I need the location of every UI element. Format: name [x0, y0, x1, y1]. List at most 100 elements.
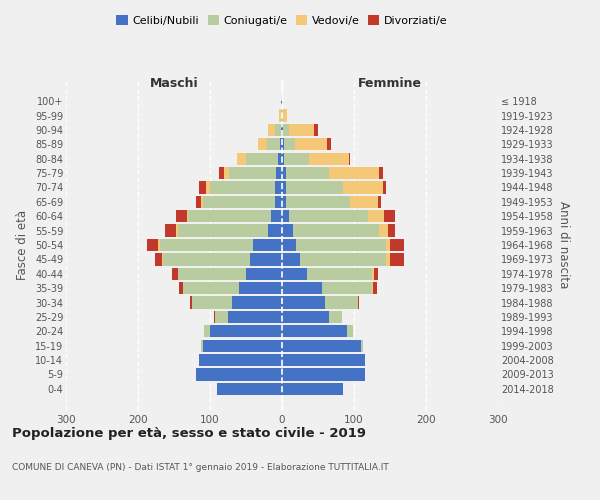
- Bar: [204, 325, 210, 338]
- Bar: [163, 254, 250, 266]
- Bar: [282, 239, 296, 251]
- Bar: [282, 182, 286, 194]
- Bar: [267, 138, 280, 150]
- Bar: [383, 182, 386, 194]
- Bar: [284, 152, 310, 165]
- Bar: [390, 254, 404, 266]
- Bar: [282, 340, 361, 352]
- Bar: [199, 182, 206, 194]
- Bar: [217, 383, 282, 395]
- Bar: [282, 268, 307, 280]
- Bar: [192, 296, 232, 308]
- Bar: [282, 124, 283, 136]
- Bar: [282, 110, 283, 122]
- Bar: [228, 311, 282, 323]
- Bar: [280, 138, 282, 150]
- Bar: [203, 340, 282, 352]
- Bar: [220, 167, 224, 179]
- Bar: [374, 268, 378, 280]
- Bar: [179, 282, 182, 294]
- Bar: [384, 210, 395, 222]
- Bar: [166, 224, 176, 236]
- Bar: [293, 224, 379, 236]
- Bar: [373, 282, 377, 294]
- Bar: [282, 354, 365, 366]
- Bar: [224, 167, 229, 179]
- Bar: [182, 282, 239, 294]
- Bar: [276, 167, 282, 179]
- Bar: [206, 182, 210, 194]
- Bar: [388, 224, 395, 236]
- Bar: [190, 296, 192, 308]
- Bar: [282, 152, 284, 165]
- Bar: [239, 282, 282, 294]
- Bar: [282, 311, 329, 323]
- Bar: [203, 196, 275, 208]
- Bar: [296, 239, 386, 251]
- Bar: [158, 239, 160, 251]
- Bar: [210, 182, 275, 194]
- Bar: [178, 224, 268, 236]
- Bar: [253, 239, 282, 251]
- Bar: [188, 210, 271, 222]
- Bar: [329, 311, 342, 323]
- Bar: [229, 167, 276, 179]
- Bar: [178, 268, 246, 280]
- Text: Femmine: Femmine: [358, 76, 422, 90]
- Bar: [246, 268, 282, 280]
- Bar: [350, 196, 378, 208]
- Bar: [300, 254, 386, 266]
- Bar: [379, 224, 388, 236]
- Bar: [200, 340, 203, 352]
- Bar: [275, 124, 281, 136]
- Text: Maschi: Maschi: [149, 76, 199, 90]
- Y-axis label: Fasce di età: Fasce di età: [16, 210, 29, 280]
- Bar: [275, 196, 282, 208]
- Bar: [282, 325, 347, 338]
- Bar: [289, 210, 368, 222]
- Bar: [347, 325, 353, 338]
- Bar: [372, 268, 374, 280]
- Bar: [283, 110, 287, 122]
- Bar: [275, 182, 282, 194]
- Bar: [328, 138, 331, 150]
- Bar: [329, 167, 379, 179]
- Text: Popolazione per età, sesso e stato civile - 2019: Popolazione per età, sesso e stato civil…: [12, 428, 366, 440]
- Legend: Celibi/Nubili, Coniugati/e, Vedovi/e, Divorziati/e: Celibi/Nubili, Coniugati/e, Vedovi/e, Di…: [112, 10, 452, 30]
- Bar: [310, 152, 349, 165]
- Bar: [372, 282, 373, 294]
- Bar: [172, 268, 178, 280]
- Bar: [358, 296, 359, 308]
- Bar: [200, 196, 203, 208]
- Bar: [286, 182, 343, 194]
- Bar: [238, 152, 246, 165]
- Bar: [282, 254, 300, 266]
- Bar: [279, 110, 281, 122]
- Bar: [282, 138, 284, 150]
- Bar: [349, 152, 350, 165]
- Bar: [187, 210, 188, 222]
- Bar: [282, 196, 286, 208]
- Bar: [390, 239, 404, 251]
- Bar: [214, 311, 215, 323]
- Bar: [284, 138, 295, 150]
- Bar: [268, 224, 282, 236]
- Bar: [160, 239, 253, 251]
- Bar: [286, 196, 350, 208]
- Bar: [282, 296, 325, 308]
- Bar: [325, 296, 358, 308]
- Bar: [258, 138, 267, 150]
- Bar: [278, 152, 282, 165]
- Bar: [196, 196, 200, 208]
- Bar: [148, 239, 158, 251]
- Bar: [361, 340, 364, 352]
- Bar: [215, 311, 228, 323]
- Bar: [282, 224, 293, 236]
- Bar: [368, 210, 384, 222]
- Bar: [289, 124, 314, 136]
- Bar: [282, 282, 322, 294]
- Bar: [155, 254, 163, 266]
- Bar: [343, 182, 383, 194]
- Y-axis label: Anni di nascita: Anni di nascita: [557, 202, 570, 288]
- Bar: [281, 95, 282, 107]
